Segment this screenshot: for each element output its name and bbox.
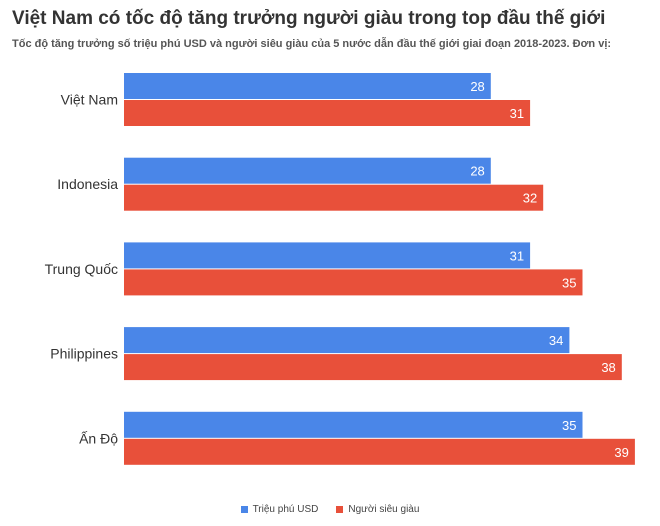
- chart-subtitle: Tốc độ tăng trưởng số triệu phú USD và n…: [12, 38, 612, 50]
- data-label-series-2-category-4: 38: [601, 360, 615, 375]
- bar-series-1-category-3: [124, 242, 531, 269]
- data-label-series-2-category-2: 32: [523, 191, 537, 206]
- legend-label-series-2: Người siêu giàu: [348, 504, 420, 515]
- legend-item-series-2: Người siêu giàu: [336, 504, 419, 515]
- category-label-category-5: Ấn Độ: [79, 430, 118, 446]
- bar-series-1-category-5: [124, 411, 583, 438]
- data-label-series-1-category-2: 28: [470, 164, 484, 179]
- bar-series-1-category-4: [124, 327, 570, 354]
- data-label-series-2-category-1: 31: [510, 106, 524, 121]
- bar-series-2-category-1: [124, 100, 531, 126]
- bar-chart-plot: Việt Nam 28 31 Indonesia 28 32 Trung Quốc 31 35 P…: [45, 73, 635, 465]
- legend-label-series-1: Triệu phú USD: [252, 504, 319, 515]
- data-label-series-2-category-5: 39: [614, 445, 628, 460]
- bar-series-2-category-2: [124, 184, 544, 211]
- category-label-category-4: Philippines: [50, 346, 118, 362]
- bar-series-2-category-5: [124, 438, 635, 465]
- bar-series-1-category-1: [124, 73, 491, 99]
- category-label-category-1: Việt Nam: [61, 92, 118, 108]
- bar-series-1-category-2: [124, 157, 491, 184]
- data-label-series-1-category-5: 35: [562, 418, 576, 433]
- legend-item-series-1: Triệu phú USD: [240, 504, 319, 515]
- chart-title: Việt Nam có tốc độ tăng trưởng người già…: [12, 8, 606, 29]
- data-label-series-1-category-3: 31: [510, 248, 524, 263]
- legend-swatch-series-1: [240, 506, 248, 513]
- legend: Triệu phú USD Người siêu giàu: [0, 504, 660, 515]
- legend-swatch-series-2: [336, 506, 344, 513]
- data-label-series-1-category-4: 34: [549, 333, 563, 348]
- category-label-category-3: Trung Quốc: [45, 261, 118, 277]
- data-label-series-1-category-1: 28: [470, 79, 484, 94]
- category-label-category-2: Indonesia: [57, 176, 118, 192]
- bar-series-2-category-3: [124, 269, 583, 296]
- bar-series-2-category-4: [124, 354, 622, 381]
- data-label-series-2-category-3: 35: [562, 275, 576, 290]
